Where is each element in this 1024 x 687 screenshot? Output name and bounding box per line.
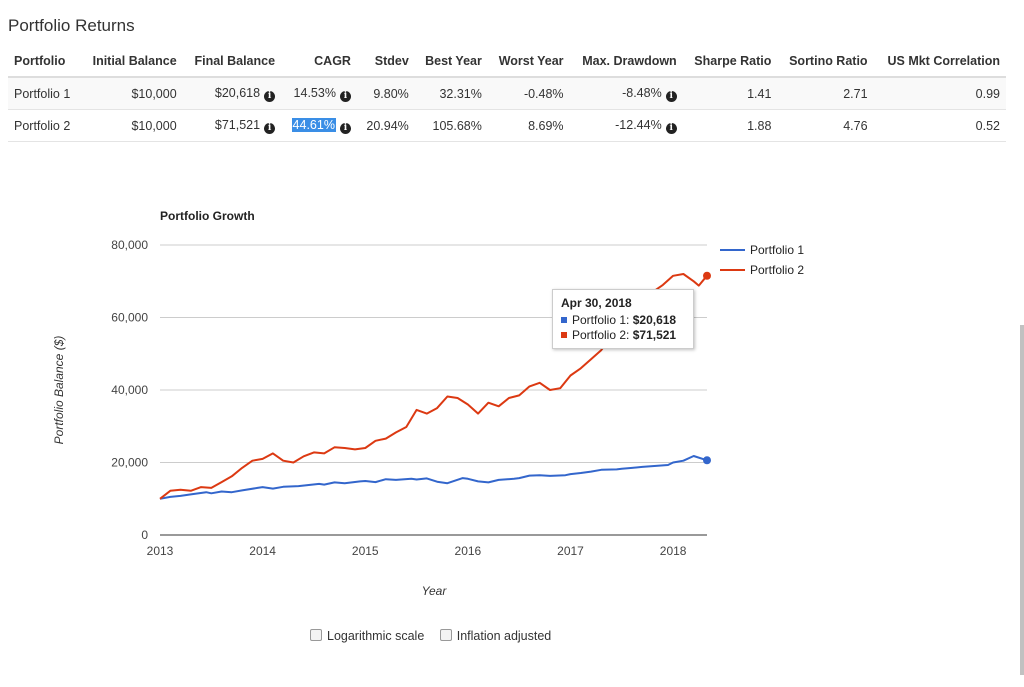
cell-initial-balance: $10,000 bbox=[80, 77, 183, 110]
log-scale-checkbox[interactable] bbox=[310, 629, 322, 641]
tooltip-date: Apr 30, 2018 bbox=[561, 296, 632, 310]
y-tick-label: 80,000 bbox=[111, 238, 148, 252]
tooltip-label: Portfolio 1: bbox=[572, 313, 630, 327]
cell-cagr: 14.53% i bbox=[281, 77, 357, 110]
header-max-drawdown[interactable]: Max. Drawdown bbox=[569, 48, 683, 78]
x-tick-label: 2016 bbox=[455, 544, 482, 558]
cell-final-balance: $20,618 i bbox=[182, 77, 282, 110]
cell-sharpe-ratio: 1.88 bbox=[682, 109, 778, 142]
info-icon[interactable]: i bbox=[339, 90, 351, 102]
info-icon[interactable]: i bbox=[665, 122, 677, 134]
table-row: Portfolio 1 $10,000 $20,618 i 14.53% i 9.8… bbox=[8, 77, 1006, 110]
cell-sortino-ratio: 2.71 bbox=[777, 77, 874, 110]
portfolio-growth-chart: Portfolio Growth 0 20,000 40,000 60,000 80,0… bbox=[52, 209, 804, 598]
section-title: Portfolio Returns bbox=[8, 16, 135, 35]
table-header-row: Portfolio Initial Balance Final Balance … bbox=[8, 48, 1006, 78]
drawdown-value: -12.44% bbox=[615, 117, 662, 132]
cell-stdev: 20.94% bbox=[356, 109, 415, 142]
y-tick-label: 60,000 bbox=[111, 311, 148, 325]
log-scale-option[interactable]: Logarithmic scale bbox=[310, 629, 424, 643]
x-tick-label: 2018 bbox=[660, 544, 687, 558]
scrollbar[interactable] bbox=[1020, 325, 1024, 675]
header-stdev[interactable]: Stdev bbox=[356, 48, 415, 78]
cell-us-mkt-correlation: 0.99 bbox=[873, 77, 1006, 110]
y-tick-label: 0 bbox=[141, 528, 148, 542]
cell-worst-year: 8.69% bbox=[487, 109, 570, 142]
x-tick-label: 2017 bbox=[557, 544, 584, 558]
y-tick-label: 20,000 bbox=[111, 456, 148, 470]
y-axis-title: Portfolio Balance ($) bbox=[52, 336, 66, 445]
chart-options: Logarithmic scale Inflation adjusted bbox=[310, 629, 563, 643]
cell-sharpe-ratio: 1.41 bbox=[682, 77, 778, 110]
cagr-value-selected[interactable]: 44.61% bbox=[291, 117, 336, 132]
tooltip-value: $20,618 bbox=[632, 313, 677, 327]
header-cagr[interactable]: CAGR bbox=[281, 48, 357, 78]
inflation-option[interactable]: Inflation adjusted bbox=[439, 629, 552, 643]
header-final-balance[interactable]: Final Balance bbox=[182, 48, 282, 78]
cagr-value: 14.53% bbox=[293, 85, 336, 100]
header-us-mkt-correlation[interactable]: US Mkt Correlation bbox=[873, 48, 1006, 78]
tooltip-row-portfolio-1: Portfolio 1: $20,618 bbox=[561, 313, 685, 327]
header-worst-year[interactable]: Worst Year bbox=[487, 48, 570, 78]
cell-portfolio: Portfolio 2 bbox=[8, 109, 81, 142]
x-axis-title: Year bbox=[422, 584, 448, 598]
cell-stdev: 9.80% bbox=[356, 77, 415, 110]
cell-cagr: 44.61% i bbox=[281, 109, 357, 142]
tooltip-label: Portfolio 2: bbox=[572, 328, 630, 342]
header-initial-balance[interactable]: Initial Balance bbox=[80, 48, 183, 78]
info-icon[interactable]: i bbox=[264, 90, 276, 102]
cell-portfolio: Portfolio 1 bbox=[8, 77, 81, 110]
final-balance-value: $20,618 bbox=[214, 85, 261, 100]
highlight-point-portfolio-2[interactable] bbox=[703, 271, 711, 280]
info-icon[interactable]: i bbox=[665, 90, 677, 102]
chart-tooltip: Apr 30, 2018 Portfolio 1: $20,618 Portfo… bbox=[552, 289, 694, 349]
header-best-year[interactable]: Best Year bbox=[414, 48, 488, 78]
x-tick-label: 2015 bbox=[352, 544, 379, 558]
x-axis: 2013 2014 2015 2016 2017 2018 bbox=[147, 544, 687, 558]
cell-worst-year: -0.48% bbox=[487, 77, 570, 110]
cell-max-drawdown: -8.48% i bbox=[569, 77, 683, 110]
info-icon[interactable]: i bbox=[339, 122, 351, 134]
header-portfolio[interactable]: Portfolio bbox=[8, 48, 81, 78]
inflation-label: Inflation adjusted bbox=[456, 629, 552, 643]
tooltip-value: $71,521 bbox=[632, 328, 677, 342]
highlight-point-portfolio-1[interactable] bbox=[703, 456, 711, 465]
chart-title: Portfolio Growth bbox=[160, 209, 255, 223]
legend-swatch-portfolio-1 bbox=[561, 317, 567, 323]
x-tick-label: 2013 bbox=[147, 544, 174, 558]
cell-best-year: 105.68% bbox=[414, 109, 488, 142]
header-sharpe-ratio[interactable]: Sharpe Ratio bbox=[682, 48, 778, 78]
cell-sortino-ratio: 4.76 bbox=[777, 109, 874, 142]
cell-best-year: 32.31% bbox=[414, 77, 488, 110]
header-sortino-ratio[interactable]: Sortino Ratio bbox=[777, 48, 874, 78]
series-line-portfolio-1 bbox=[159, 455, 708, 500]
legend-swatch-portfolio-2 bbox=[561, 332, 567, 338]
cell-max-drawdown: -12.44% i bbox=[569, 109, 683, 142]
log-scale-label: Logarithmic scale bbox=[327, 629, 425, 643]
inflation-checkbox[interactable] bbox=[439, 629, 452, 641]
y-axis: 0 20,000 40,000 60,000 80,000 bbox=[111, 238, 148, 542]
y-tick-label: 40,000 bbox=[111, 383, 148, 397]
legend-label-portfolio-1[interactable]: Portfolio 1 bbox=[750, 243, 804, 257]
table-row: Portfolio 2 $10,000 $71,521 i 44.61% i 20.… bbox=[8, 109, 1006, 142]
cell-initial-balance: $10,000 bbox=[80, 109, 183, 142]
chart-legend[interactable]: Portfolio 1 Portfolio 2 bbox=[720, 243, 804, 277]
drawdown-value: -8.48% bbox=[622, 85, 662, 100]
tooltip-row-portfolio-2: Portfolio 2: $71,521 bbox=[561, 328, 685, 342]
x-tick-label: 2014 bbox=[249, 544, 276, 558]
final-balance-value: $71,521 bbox=[214, 117, 261, 132]
portfolio-returns-table: Portfolio Initial Balance Final Balance … bbox=[8, 48, 1006, 142]
cell-us-mkt-correlation: 0.52 bbox=[873, 109, 1006, 142]
cell-final-balance: $71,521 i bbox=[182, 109, 282, 142]
legend-label-portfolio-2[interactable]: Portfolio 2 bbox=[750, 263, 804, 277]
info-icon[interactable]: i bbox=[264, 122, 276, 134]
